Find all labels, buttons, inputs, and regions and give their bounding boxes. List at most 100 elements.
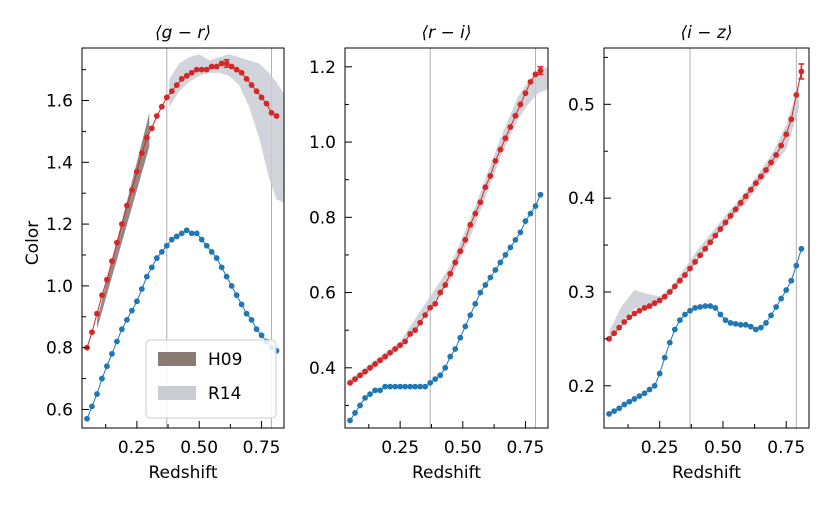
blue-point: [357, 402, 363, 409]
red-point: [522, 90, 529, 97]
blue-point: [788, 277, 795, 284]
red-point: [382, 353, 388, 360]
blue-point: [183, 227, 190, 234]
x-tick-label: 0.25: [641, 438, 679, 458]
blue-point: [387, 383, 394, 390]
blue-point: [203, 242, 210, 249]
blue-point: [143, 273, 150, 280]
blue-point: [527, 210, 534, 217]
red-point: [148, 125, 155, 132]
blue-series-line: [349, 194, 541, 421]
red-point: [773, 152, 779, 158]
x-axis-label: Redshift: [672, 463, 741, 483]
red-point: [402, 338, 409, 345]
blue-point: [412, 383, 419, 390]
red-point: [732, 206, 739, 213]
plot-area: [606, 48, 805, 428]
red-point: [123, 202, 130, 209]
blue-point: [793, 262, 800, 269]
blue-point: [258, 332, 265, 339]
y-tick-label: 0.5: [568, 95, 595, 115]
blue-point: [163, 242, 170, 249]
red-point: [442, 282, 449, 288]
blue-point: [732, 320, 739, 327]
blue-point: [671, 326, 678, 333]
red-point: [616, 324, 623, 331]
blue-point: [497, 259, 504, 266]
red-point: [788, 116, 795, 123]
blue-point: [148, 264, 155, 271]
blue-point: [717, 311, 724, 318]
blue-point: [218, 264, 225, 271]
blue-point: [722, 317, 729, 323]
red-point: [656, 297, 663, 304]
red-series-line: [86, 62, 277, 348]
red-point: [517, 101, 524, 108]
panel-g-r: 0.6 0.8 1.0 1.2 1.4 1.6 0.25 0.50 0.75 Redshift ⟨g…: [46, 23, 285, 483]
blue-point: [616, 405, 623, 412]
panel-frame: [344, 47, 549, 429]
red-point: [763, 167, 769, 173]
y-tick-label: 0.6: [46, 400, 73, 420]
red-point: [377, 357, 383, 364]
y-tick-label: 0.4: [568, 189, 595, 209]
blue-point: [397, 383, 404, 390]
red-point: [367, 364, 373, 371]
red-point: [99, 292, 105, 299]
red-point: [153, 113, 160, 119]
blue-point: [128, 307, 135, 314]
blue-point: [228, 282, 235, 289]
blue-point: [104, 363, 110, 370]
red-point: [193, 66, 200, 73]
blue-point: [442, 364, 449, 371]
blue-point: [123, 316, 130, 323]
blue-point: [742, 321, 749, 328]
red-point: [611, 330, 618, 337]
blue-point: [512, 236, 519, 243]
blue-point: [687, 307, 693, 314]
blue-point: [173, 233, 180, 240]
x-tick-label: 0.75: [507, 438, 545, 458]
blue-point: [372, 387, 378, 394]
red-point: [636, 307, 643, 314]
red-point: [387, 349, 394, 356]
x-tick-label: 0.50: [180, 438, 218, 458]
blue-point: [347, 417, 353, 424]
blue-point: [537, 191, 544, 198]
r14-band: [609, 85, 799, 339]
y-tick-label: 0.8: [309, 208, 336, 228]
blue-point: [502, 252, 509, 258]
red-point: [372, 361, 378, 367]
red-point: [532, 71, 539, 78]
red-point: [702, 245, 709, 252]
x-tick-label: 0.50: [704, 438, 742, 458]
red-point: [437, 289, 444, 296]
red-point: [472, 210, 479, 217]
blue-point: [178, 230, 185, 237]
blue-point: [626, 398, 633, 405]
red-point: [347, 379, 353, 386]
y-tick-label: 1.2: [46, 215, 73, 235]
panel-title: ⟨i − z⟩: [681, 23, 733, 43]
red-point: [621, 319, 628, 325]
red-point: [778, 142, 785, 149]
red-point: [487, 173, 494, 179]
red-point: [422, 312, 429, 319]
blue-point: [697, 304, 704, 310]
x-axis-label: Redshift: [412, 463, 481, 483]
blue-point: [243, 310, 250, 317]
red-point: [208, 63, 215, 70]
red-point: [407, 331, 414, 337]
red-point: [758, 173, 764, 180]
red-point: [447, 270, 454, 277]
blue-point: [507, 244, 514, 251]
red-point: [188, 69, 195, 76]
red-point: [253, 88, 260, 95]
red-point: [462, 236, 469, 243]
blue-point: [253, 326, 260, 333]
plot-area: [347, 48, 548, 428]
red-point: [671, 283, 678, 290]
blue-point: [783, 287, 790, 293]
x-tick-label: 0.50: [444, 438, 482, 458]
